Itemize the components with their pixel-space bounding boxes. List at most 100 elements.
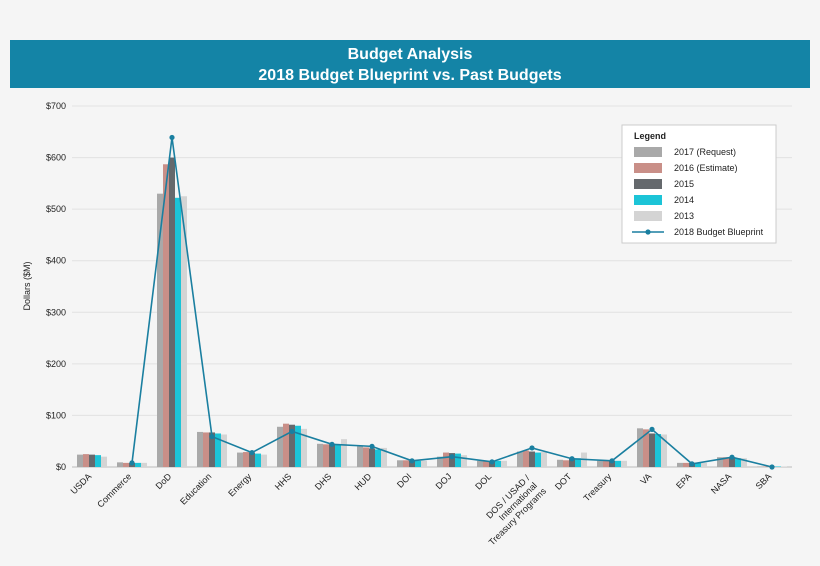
bar (541, 452, 547, 467)
bar (83, 454, 89, 467)
legend-label: 2017 (Request) (674, 147, 736, 157)
bar (517, 451, 523, 467)
line-marker (569, 456, 575, 462)
bar (369, 448, 375, 467)
bar (261, 454, 267, 467)
legend-swatch (634, 147, 662, 157)
bar (169, 157, 175, 468)
legend-swatch (634, 195, 662, 205)
legend-label: 2018 Budget Blueprint (674, 227, 764, 237)
bar (329, 444, 335, 467)
bar (557, 459, 563, 467)
bar (723, 457, 729, 467)
bar (529, 451, 535, 467)
line-marker (769, 464, 775, 470)
bar (255, 453, 261, 467)
bar (243, 452, 249, 467)
bar (717, 457, 723, 467)
bar (437, 456, 443, 467)
bar (735, 458, 741, 467)
bar (415, 460, 421, 467)
title-bar (10, 40, 810, 88)
line-marker (169, 134, 175, 141)
line-marker (329, 441, 335, 447)
line-marker (729, 454, 735, 460)
legend-title: Legend (634, 131, 666, 141)
bar (341, 439, 347, 467)
line-marker (209, 433, 215, 440)
bar (741, 458, 747, 467)
bar (141, 462, 147, 467)
bar (483, 460, 489, 467)
y-tick-label: $300 (46, 307, 66, 317)
line-marker (129, 460, 135, 466)
bar (649, 433, 655, 467)
legend-label: 2016 (Estimate) (674, 163, 738, 173)
bar (443, 452, 449, 467)
bar (323, 444, 329, 467)
line-marker (449, 454, 455, 460)
legend-marker (645, 229, 651, 235)
line-marker (609, 458, 615, 464)
line-marker (409, 458, 415, 464)
bar (683, 462, 689, 467)
line-marker (529, 445, 535, 451)
bar (575, 458, 581, 467)
bar (603, 460, 609, 467)
bar (569, 458, 575, 467)
legend-label: 2013 (674, 211, 694, 221)
bar (523, 450, 529, 467)
legend-swatch (634, 179, 662, 189)
bar (597, 460, 603, 467)
bar (695, 462, 701, 467)
bar (643, 429, 649, 467)
bar (781, 466, 787, 467)
y-tick-label: $500 (46, 204, 66, 214)
bar (477, 460, 483, 467)
bar (301, 428, 307, 467)
y-tick-label: $200 (46, 359, 66, 369)
bar (501, 460, 507, 467)
bar (123, 462, 129, 467)
bar (237, 452, 243, 467)
bar (181, 196, 187, 467)
line-marker (489, 459, 495, 465)
bar (317, 443, 323, 467)
bar (289, 424, 295, 467)
bar (277, 426, 283, 467)
bar (375, 449, 381, 467)
y-tick-label: $100 (46, 410, 66, 420)
legend-swatch (634, 211, 662, 221)
bar (335, 444, 341, 467)
legend-label: 2014 (674, 195, 694, 205)
bar (215, 433, 221, 467)
bar (495, 460, 501, 467)
bar (135, 462, 141, 467)
bar (157, 193, 163, 467)
line-marker (289, 428, 295, 435)
bar (661, 434, 667, 467)
chart-subtitle: 2018 Budget Blueprint vs. Past Budgets (258, 67, 561, 84)
bar (397, 460, 403, 467)
bar (203, 432, 209, 467)
bar (677, 462, 683, 467)
bar (163, 164, 169, 468)
bar (77, 454, 83, 467)
legend-swatch (634, 163, 662, 173)
bar (409, 460, 415, 467)
bar (197, 431, 203, 467)
bar (621, 460, 627, 467)
y-tick-label: $600 (46, 153, 66, 163)
bar (117, 462, 123, 467)
line-marker (649, 426, 655, 432)
bar (757, 466, 763, 467)
line-marker (249, 449, 255, 456)
bar (563, 460, 569, 467)
bar (283, 423, 289, 467)
bar (295, 425, 301, 467)
bar (461, 455, 467, 467)
bar (209, 432, 215, 467)
legend-label: 2015 (674, 179, 694, 189)
